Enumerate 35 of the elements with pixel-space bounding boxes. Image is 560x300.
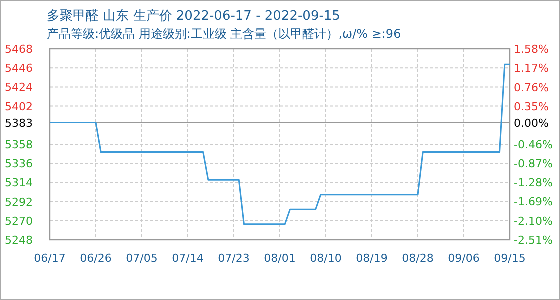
y2-tick-label: -0.87% (514, 157, 553, 170)
y-tick-label: 5424 (5, 81, 33, 94)
x-tick-label: 07/23 (218, 252, 250, 265)
y-tick-label: 5270 (5, 214, 33, 228)
y2-tick-label: -1.28% (514, 176, 553, 190)
x-tick-label: 09/15 (494, 252, 526, 265)
y-tick-label: 5292 (5, 196, 33, 209)
y-tick-label: 5383 (5, 116, 33, 130)
x-tick-label: 09/06 (448, 252, 480, 265)
x-tick-label: 06/26 (80, 252, 112, 265)
y2-tick-label: -2.51% (514, 234, 553, 247)
y2-tick-label: 1.17% (514, 62, 549, 76)
y-tick-label: 5402 (5, 100, 33, 114)
x-tick-label: 08/19 (356, 252, 388, 265)
x-tick-label: 08/01 (264, 252, 296, 265)
y-tick-label: 5248 (5, 234, 33, 247)
x-tick-label: 08/10 (310, 252, 342, 265)
y2-tick-label: -0.46% (514, 138, 553, 152)
y2-tick-label: 0.76% (514, 81, 549, 94)
x-tick-label: 07/14 (172, 252, 204, 265)
x-tick-label: 07/05 (126, 252, 158, 265)
y-tick-label: 5358 (5, 138, 33, 152)
y-tick-label: 5446 (5, 62, 33, 76)
y2-tick-label: -1.69% (514, 196, 553, 209)
chart-title: 多聚甲醛 山东 生产价 2022-06-17 - 2022-09-15 (47, 9, 340, 24)
y2-tick-label: -2.10% (514, 214, 553, 228)
y-tick-label: 5336 (5, 158, 33, 171)
chart-subtitle: 产品等级:优级品 用途级别:工业级 主含量（以甲醛计）,ω/% ≥:96 (47, 27, 402, 41)
y2-tick-label: 0.35% (514, 100, 549, 114)
y2-tick-label: 1.58% (514, 43, 549, 56)
y-tick-label: 5468 (5, 43, 33, 56)
x-tick-label: 06/17 (34, 252, 66, 265)
x-tick-label: 08/28 (402, 252, 434, 265)
y2-tick-label: 0.00% (514, 116, 549, 130)
y-tick-label: 5314 (5, 176, 33, 190)
